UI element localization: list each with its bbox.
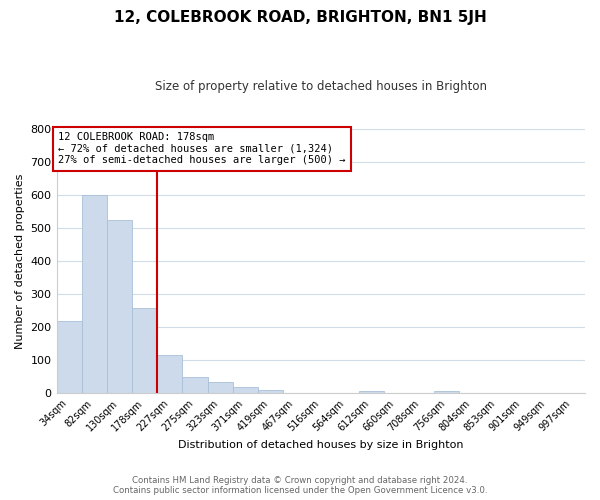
Bar bbox=[107, 220, 132, 393]
Y-axis label: Number of detached properties: Number of detached properties bbox=[15, 174, 25, 348]
Bar bbox=[208, 382, 233, 393]
Text: 12, COLEBROOK ROAD, BRIGHTON, BN1 5JH: 12, COLEBROOK ROAD, BRIGHTON, BN1 5JH bbox=[113, 10, 487, 25]
Bar bbox=[56, 320, 82, 393]
Bar bbox=[233, 387, 258, 393]
Bar bbox=[132, 308, 157, 393]
X-axis label: Distribution of detached houses by size in Brighton: Distribution of detached houses by size … bbox=[178, 440, 464, 450]
Title: Size of property relative to detached houses in Brighton: Size of property relative to detached ho… bbox=[155, 80, 487, 93]
Bar bbox=[283, 392, 308, 393]
Bar bbox=[82, 195, 107, 393]
Bar bbox=[258, 390, 283, 393]
Bar bbox=[157, 355, 182, 393]
Text: Contains HM Land Registry data © Crown copyright and database right 2024.
Contai: Contains HM Land Registry data © Crown c… bbox=[113, 476, 487, 495]
Bar bbox=[434, 391, 459, 393]
Bar bbox=[182, 376, 208, 393]
Bar bbox=[359, 390, 383, 393]
Text: 12 COLEBROOK ROAD: 178sqm
← 72% of detached houses are smaller (1,324)
27% of se: 12 COLEBROOK ROAD: 178sqm ← 72% of detac… bbox=[58, 132, 345, 166]
